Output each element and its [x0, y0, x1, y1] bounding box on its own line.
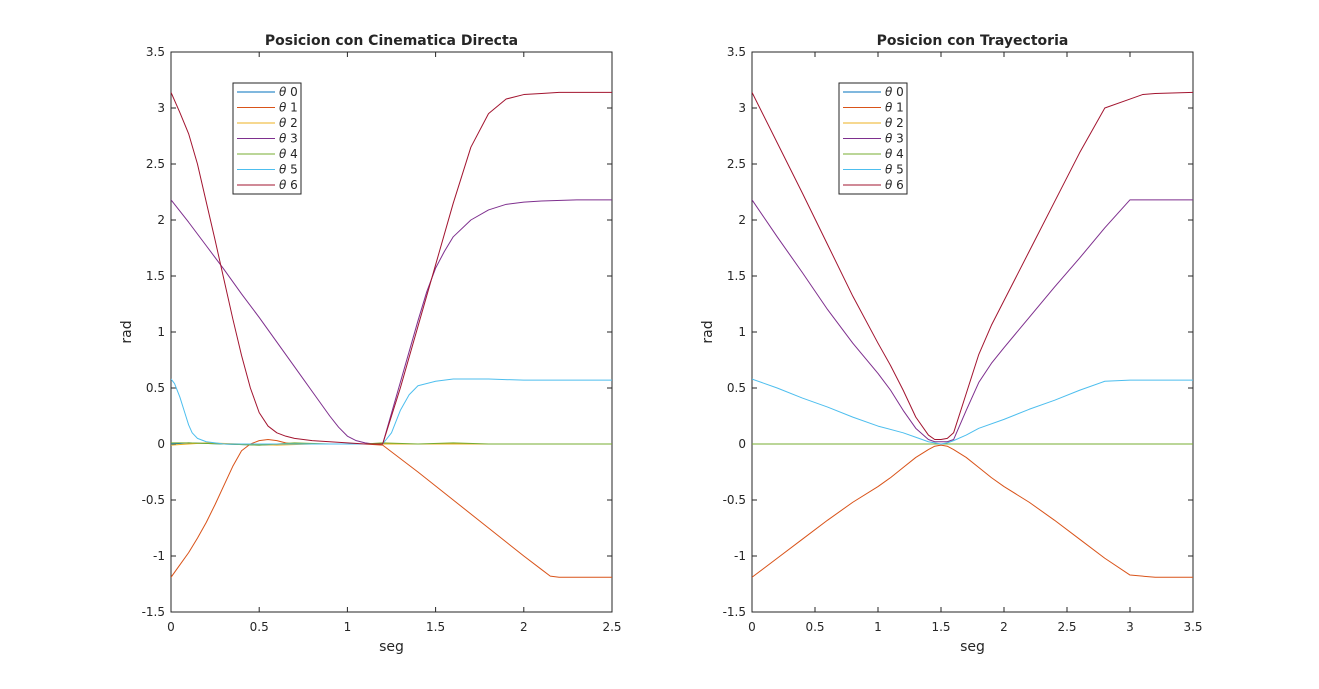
y-tick-label: 0	[157, 437, 165, 451]
legend-label: θ 2	[279, 116, 298, 130]
x-tick-label: 2	[1000, 620, 1008, 634]
series-line-theta-5	[752, 378, 1193, 445]
plot-area	[751, 51, 1194, 613]
series-line-theta-5	[171, 378, 612, 445]
x-tick-label: 3.5	[1183, 620, 1202, 634]
legend-label: θ 0	[885, 85, 904, 99]
legend-label: θ 3	[279, 132, 298, 146]
x-tick-label: 0	[167, 620, 175, 634]
x-tick-label: 2	[520, 620, 528, 634]
x-tick-label: 1.5	[931, 620, 950, 634]
legend-label: θ 0	[279, 85, 298, 99]
series-line-theta-3	[752, 199, 1193, 443]
y-tick-label: 2.5	[727, 157, 746, 171]
y-tick-label: -1	[153, 549, 165, 563]
legend-label: θ 2	[885, 116, 904, 130]
y-tick-label: 3	[157, 101, 165, 115]
y-tick-label: 1.5	[146, 269, 165, 283]
y-tick-label: -0.5	[142, 493, 165, 507]
series-line-theta-1	[752, 444, 1193, 578]
subplot-2: 0 0.5 1 1.5 2 2.5 3 3.5 -1.5 -1 -0.5 0 0.5 1 1.5 2 2.5 3 3…	[700, 33, 1203, 655]
subplot-1: 0 0.5 1 1.5 2 2.5 -1.5 -1 -0.5 0 0.5 1 1.5 2 2.5 3 3.5 Po…	[119, 33, 622, 655]
x-tick-label: 2.5	[602, 620, 621, 634]
legend-label: θ 6	[885, 178, 904, 192]
y-tick-label: 0.5	[727, 381, 746, 395]
y-axis-label: rad	[700, 320, 716, 343]
y-tick-label: 1.5	[727, 269, 746, 283]
y-tick-label: -0.5	[723, 493, 746, 507]
y-tick-label: -1.5	[723, 605, 746, 619]
y-tick-label: 0.5	[146, 381, 165, 395]
x-tick-label: 3	[1126, 620, 1134, 634]
y-tick-label: 0	[738, 437, 746, 451]
y-tick-label: 2	[157, 213, 165, 227]
legend-label: θ 3	[885, 132, 904, 146]
x-tick-label: 1.5	[426, 620, 445, 634]
series-line-theta-6	[752, 91, 1193, 441]
y-tick-label: 3.5	[727, 45, 746, 59]
legend: θ 0 θ 1θ 2 θ 3θ 4 θ 5θ 6	[838, 82, 908, 195]
legend-label: θ 5	[279, 163, 298, 177]
legend-label: θ 1	[279, 101, 298, 115]
y-axis-label: rad	[119, 320, 135, 343]
y-tick-label: 3.5	[146, 45, 165, 59]
legend: θ 0 θ 1θ 2 θ 3θ 4 θ 5θ 6	[232, 82, 302, 195]
x-tick-label: 0.5	[250, 620, 269, 634]
x-axis-label: seg	[379, 639, 404, 655]
y-tick-label: 1	[157, 325, 165, 339]
y-tick-label: 1	[738, 325, 746, 339]
y-tick-label: 2	[738, 213, 746, 227]
x-tick-label: 1	[344, 620, 352, 634]
x-tick-label: 1	[874, 620, 882, 634]
series-group	[171, 91, 612, 578]
chart-title: Posicion con Trayectoria	[877, 33, 1069, 49]
legend-label: θ 1	[885, 101, 904, 115]
series-line-theta-6	[171, 91, 612, 445]
x-axis-label: seg	[960, 639, 985, 655]
x-tick-label: 2.5	[1057, 620, 1076, 634]
y-tick-label: -1	[734, 549, 746, 563]
y-tick-label: 2.5	[146, 157, 165, 171]
x-tick-label: 0.5	[805, 620, 824, 634]
y-tick-label: 3	[738, 101, 746, 115]
y-tick-label: -1.5	[142, 605, 165, 619]
x-tick-label: 0	[748, 620, 756, 634]
legend-label: θ 6	[279, 178, 298, 192]
legend-label: θ 4	[885, 147, 904, 161]
chart-title: Posicion con Cinematica Directa	[265, 33, 518, 49]
legend-label: θ 4	[279, 147, 298, 161]
series-group	[752, 91, 1193, 578]
legend-label: θ 5	[885, 163, 904, 177]
